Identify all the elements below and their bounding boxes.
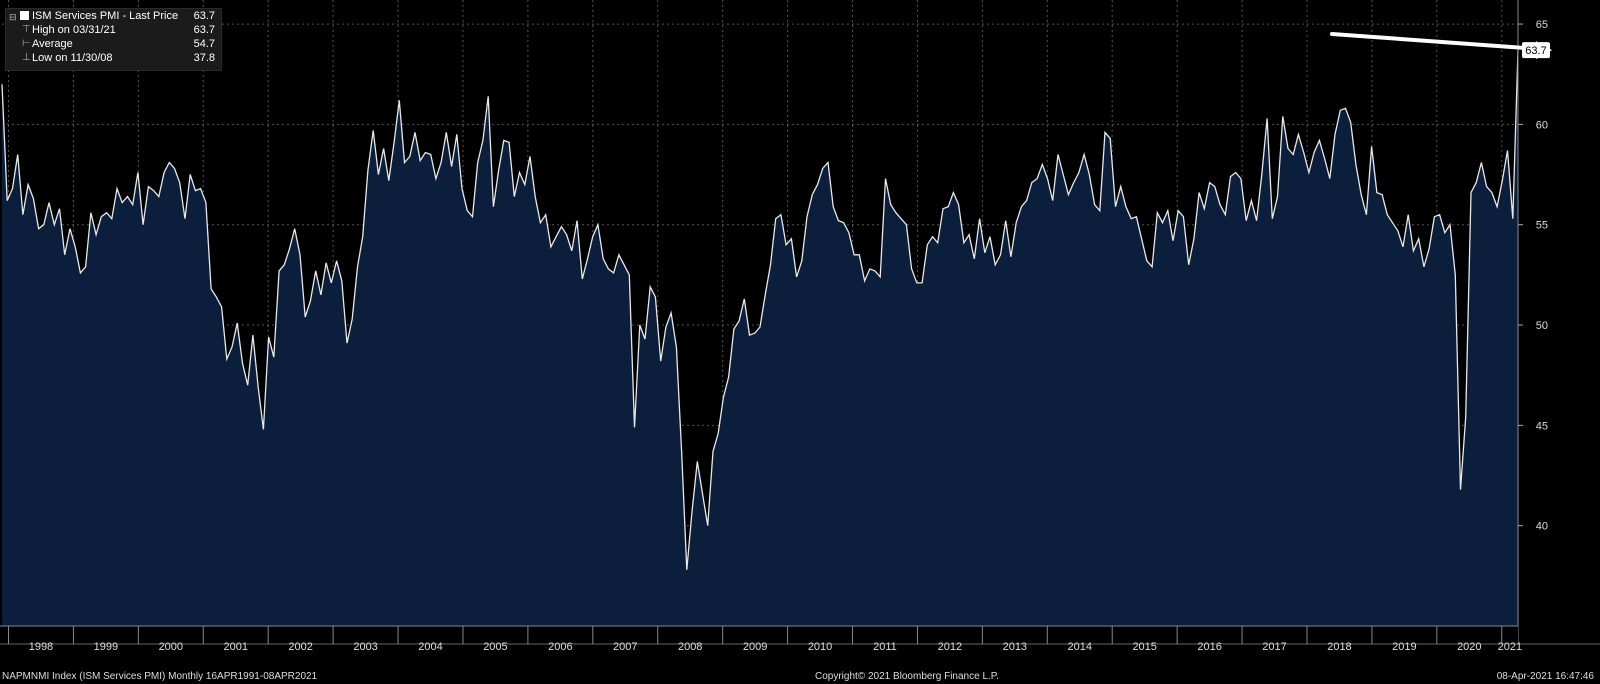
x-tick-label: 2003	[353, 641, 377, 653]
legend-high-row: ⊤ High on 03/31/21 63.7	[6, 23, 221, 37]
x-tick-label: 2011	[873, 641, 897, 653]
x-tick-label: 2020	[1457, 641, 1481, 653]
x-tick-label: 2021	[1498, 641, 1522, 653]
legend-title-value: 63.7	[193, 10, 215, 22]
last-price-tag: 63.7	[1522, 42, 1550, 59]
x-tick-label: 1999	[94, 641, 118, 653]
x-tick-label: 2001	[223, 641, 247, 653]
x-tick-label: 2004	[418, 641, 442, 653]
footer-ticker: NAPMNMI Index (ISM Services PMI) Monthly…	[2, 671, 318, 682]
x-tick-label: 2002	[288, 641, 312, 653]
legend-average-label: Average	[32, 38, 73, 50]
x-tick-label: 2016	[1197, 641, 1221, 653]
annotations: 63.7	[1330, 32, 1552, 60]
legend-high-label: High on 03/31/21	[32, 24, 116, 36]
y-axis: 40 45 50 55 60 65	[1517, 0, 1548, 644]
y-tick-label: 65	[1536, 19, 1548, 31]
x-tick-label: 2006	[548, 641, 572, 653]
last-price-tag-label: 63.7	[1525, 45, 1546, 57]
legend-low-row: ⊥ Low on 11/30/08 37.8	[6, 51, 221, 65]
x-tick-label: 2007	[613, 641, 637, 653]
collapse-icon[interactable]: ⊟	[9, 12, 17, 22]
series-swatch-icon	[20, 11, 29, 20]
x-axis: 1998 1999 2000 2001 2002 2003 2004 2005 2006 2007…	[0, 625, 1600, 653]
x-tick-label: 2008	[678, 641, 702, 653]
last-price-tag-bg	[1522, 42, 1550, 59]
series-line-ism-services-pmi	[1, 50, 1519, 570]
x-tick-label: 2017	[1262, 641, 1286, 653]
average-marker-icon: ⊢	[22, 38, 31, 49]
x-tick-label: 2013	[1003, 641, 1027, 653]
arrow-shaft	[1330, 32, 1542, 52]
x-tick-label: 2014	[1068, 641, 1092, 653]
legend-average-value: 54.7	[193, 38, 215, 50]
legend-low-label: Low on 11/30/08	[32, 52, 113, 64]
legend-average-row: ⊢ Average 54.7	[6, 37, 221, 51]
y-tick-label: 60	[1536, 119, 1548, 131]
x-tick-label: 2005	[483, 641, 507, 653]
x-axis-band	[0, 626, 1518, 644]
series-area-ism-services-pmi	[2, 50, 1518, 627]
x-tick-label: 2015	[1132, 641, 1156, 653]
y-tick-label: 50	[1536, 320, 1548, 332]
footer-copyright: Copyright© 2021 Bloomberg Finance L.P.	[815, 671, 999, 682]
x-tick-label: 1998	[29, 641, 53, 653]
x-tick-label: 2018	[1327, 641, 1351, 653]
footer-timestamp: 08-Apr-2021 16:47:46	[1496, 671, 1594, 682]
legend-title: ISM Services PMI - Last Price	[32, 10, 179, 22]
y-tick-label: 55	[1536, 220, 1548, 232]
y-tick-label: 40	[1536, 521, 1548, 533]
low-marker-icon: ⊥	[22, 52, 31, 63]
x-tick-label: 2009	[743, 641, 767, 653]
x-tick-label: 2010	[808, 641, 832, 653]
x-tick-label: 2000	[159, 641, 183, 653]
legend-title-row: ⊟ ISM Services PMI - Last Price 63.7	[6, 9, 221, 23]
high-marker-icon: ⊤	[22, 24, 31, 35]
y-tick-label: 45	[1536, 420, 1548, 432]
legend-box: ⊟ ISM Services PMI - Last Price 63.7 ⊤ H…	[5, 8, 222, 71]
footer-bar: NAPMNMI Index (ISM Services PMI) Monthly…	[0, 670, 1600, 684]
x-tick-label: 2012	[938, 641, 962, 653]
legend-high-value: 63.7	[193, 24, 215, 36]
legend-low-value: 37.8	[193, 52, 215, 64]
x-tick-label: 2019	[1392, 641, 1416, 653]
